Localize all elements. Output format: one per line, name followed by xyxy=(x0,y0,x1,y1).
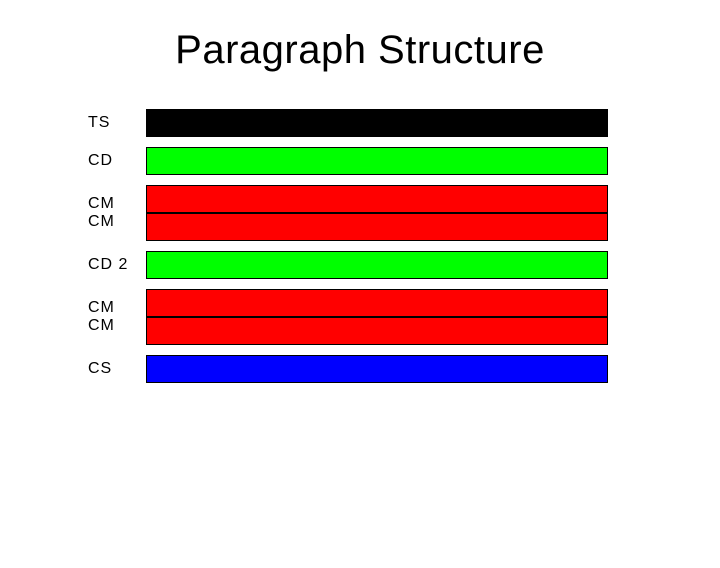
row-gap xyxy=(88,345,608,355)
row-gap xyxy=(88,175,608,185)
row-bar-group xyxy=(146,289,608,345)
row-gap xyxy=(88,279,608,289)
row-gap xyxy=(88,241,608,251)
row-label-group: CMCM xyxy=(88,185,146,241)
row-label-group: TS xyxy=(88,109,146,137)
row-label: CD 2 xyxy=(88,256,146,274)
diagram-row: CD 2 xyxy=(88,251,608,279)
row-gap xyxy=(88,137,608,147)
row-label-group: CMCM xyxy=(88,289,146,345)
row-bar-group xyxy=(146,109,608,137)
diagram-row: CS xyxy=(88,355,608,383)
diagram-row: CMCM xyxy=(88,185,608,241)
page-title: Paragraph Structure xyxy=(0,28,720,73)
paragraph-structure-diagram: TSCDCMCMCD 2CMCMCS xyxy=(88,109,608,383)
color-bar xyxy=(146,147,608,175)
color-bar xyxy=(146,317,608,345)
color-bar xyxy=(146,185,608,213)
color-bar xyxy=(146,109,608,137)
color-bar xyxy=(146,251,608,279)
diagram-row: CMCM xyxy=(88,289,608,345)
row-bar-group xyxy=(146,251,608,279)
color-bar xyxy=(146,289,608,317)
color-bar xyxy=(146,355,608,383)
row-label-group: CS xyxy=(88,355,146,383)
diagram-row: TS xyxy=(88,109,608,137)
color-bar xyxy=(146,213,608,241)
row-label: CM xyxy=(88,299,146,317)
row-label: CM xyxy=(88,213,146,231)
row-label: TS xyxy=(88,114,146,132)
row-bar-group xyxy=(146,185,608,241)
row-label: CM xyxy=(88,317,146,335)
row-label-group: CD 2 xyxy=(88,251,146,279)
row-label: CD xyxy=(88,152,146,170)
row-label: CS xyxy=(88,360,146,378)
row-label-group: CD xyxy=(88,147,146,175)
row-label: CM xyxy=(88,195,146,213)
row-bar-group xyxy=(146,355,608,383)
diagram-row: CD xyxy=(88,147,608,175)
row-bar-group xyxy=(146,147,608,175)
